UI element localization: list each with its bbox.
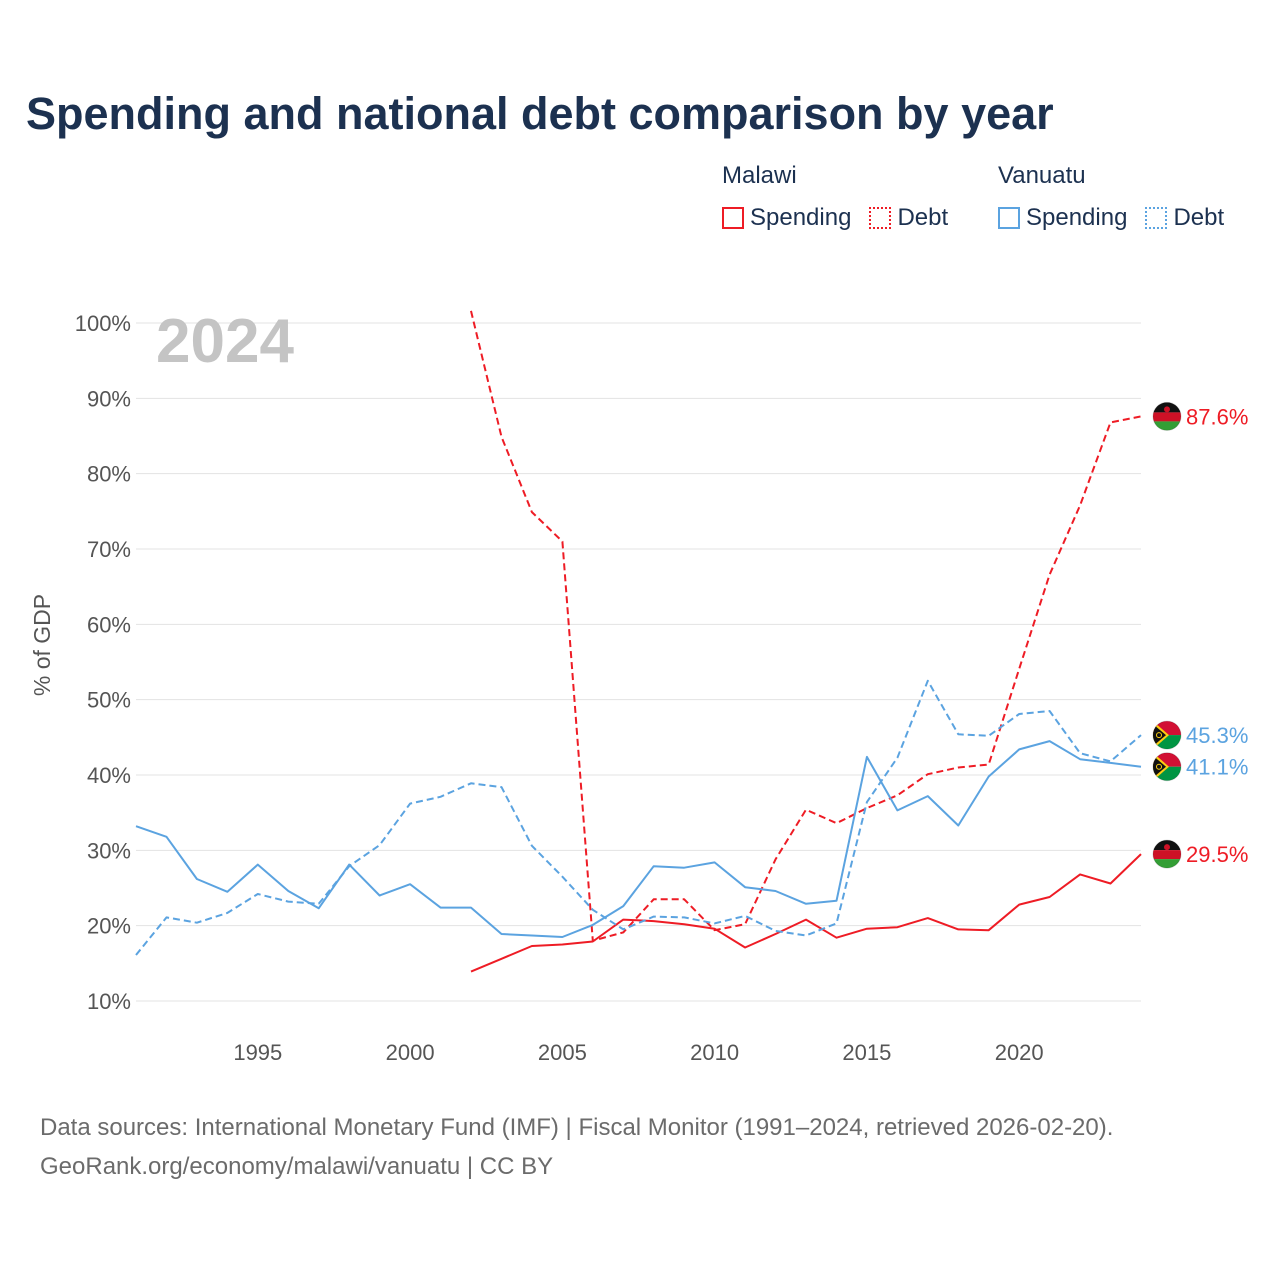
y-tick-label: 10% xyxy=(87,989,131,1014)
source-line-2[interactable]: GeoRank.org/economy/malawi/vanuatu | CC … xyxy=(40,1153,554,1180)
grid-lines xyxy=(136,322,1141,1002)
y-tick-label: 60% xyxy=(87,612,131,637)
series-line-vanuatu-debt[interactable] xyxy=(135,679,1142,956)
x-tick-label: 2000 xyxy=(386,1040,435,1065)
y-tick-label: 80% xyxy=(87,462,131,487)
legend-label-vanuatu-spending: Spending xyxy=(1026,204,1128,231)
legend-swatch-malawi-debt xyxy=(869,207,892,229)
y-tick-label: 100% xyxy=(75,311,131,336)
vanuatu-flag-icon xyxy=(1152,752,1182,782)
end-markers: 29.5% 87.6% 41.1% 45.3% xyxy=(1152,401,1248,869)
y-tick-label: 30% xyxy=(87,838,131,863)
source-note: Data sources: International Monetary Fun… xyxy=(40,1108,1113,1186)
malawi-flag-icon xyxy=(1152,839,1182,869)
line-chart: 10% 20% 30% 40% 50% 60% 70% 80% 90% 100% 1995 2000… xyxy=(29,307,1248,1065)
y-tick-label: 70% xyxy=(87,537,131,562)
vanuatu-flag-icon xyxy=(1152,720,1182,750)
legend-group-malawi: Malawi Spending Debt xyxy=(722,162,948,232)
legend-group-vanuatu: Vanuatu Spending Debt xyxy=(998,162,1224,232)
legend-country-malawi: Malawi xyxy=(722,162,797,189)
legend-item-vanuatu-debt[interactable]: Debt xyxy=(1145,204,1224,232)
series-line-malawi-debt[interactable] xyxy=(470,310,1142,942)
y-tick-label: 90% xyxy=(87,386,131,411)
source-line-1: Data sources: International Monetary Fun… xyxy=(40,1114,1114,1141)
series-line-malawi-spending[interactable] xyxy=(470,853,1142,973)
x-tick-label: 2020 xyxy=(995,1040,1044,1065)
y-tick-label: 50% xyxy=(87,688,131,713)
x-tick-label: 2010 xyxy=(690,1040,739,1065)
y-tick-label: 20% xyxy=(87,914,131,939)
end-value-label: 29.5% xyxy=(1186,842,1248,867)
legend-item-vanuatu-spending[interactable]: Spending xyxy=(998,204,1127,232)
legend-swatch-vanuatu-debt xyxy=(1145,207,1168,229)
legend-label-malawi-spending: Spending xyxy=(750,204,852,231)
x-axis-ticks: 1995 2000 2005 2010 2015 2020 xyxy=(233,1040,1043,1065)
end-value-label: 41.1% xyxy=(1186,755,1248,780)
y-tick-label: 40% xyxy=(87,763,131,788)
legend-label-vanuatu-debt: Debt xyxy=(1173,204,1225,231)
legend-swatch-malawi-spending xyxy=(722,207,744,229)
series-line-vanuatu-spending[interactable] xyxy=(135,740,1142,938)
x-tick-label: 1995 xyxy=(233,1040,282,1065)
year-watermark: 2024 xyxy=(156,307,294,376)
y-axis-ticks: 10% 20% 30% 40% 50% 60% 70% 80% 90% 100% xyxy=(75,311,131,1014)
legend-item-malawi-spending[interactable]: Spending xyxy=(722,204,851,232)
x-tick-label: 2015 xyxy=(842,1040,891,1065)
chart-title: Spending and national debt comparison by… xyxy=(26,88,1054,139)
end-value-label: 87.6% xyxy=(1186,404,1248,429)
legend-item-malawi-debt[interactable]: Debt xyxy=(869,204,948,232)
y-axis-title: % of GDP xyxy=(29,594,55,696)
legend-label-malawi-debt: Debt xyxy=(897,204,949,231)
series-group xyxy=(135,310,1142,973)
end-value-label: 45.3% xyxy=(1186,723,1248,748)
legend-country-vanuatu: Vanuatu xyxy=(998,162,1086,189)
x-tick-label: 2005 xyxy=(538,1040,587,1065)
legend-swatch-vanuatu-spending xyxy=(998,207,1020,229)
malawi-flag-icon xyxy=(1152,401,1182,431)
